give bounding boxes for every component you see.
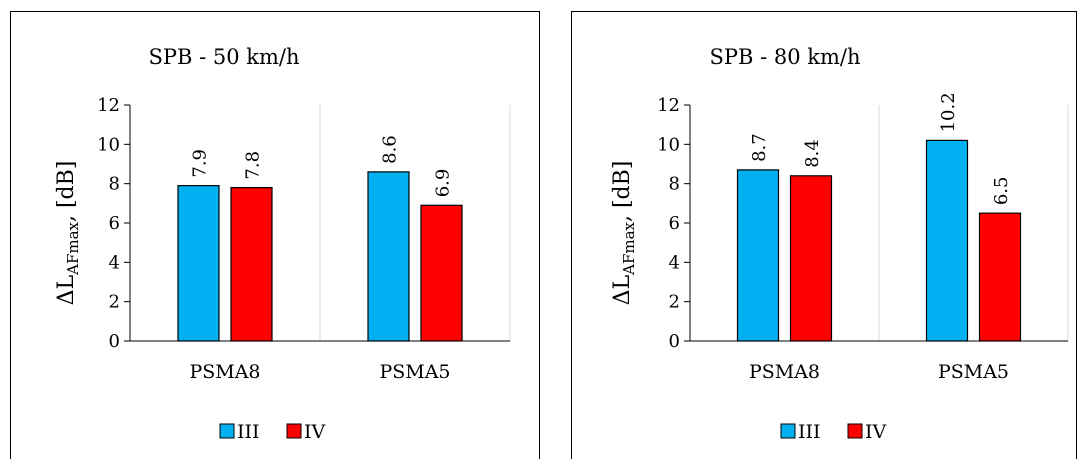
- x-category-label: PSMA5: [938, 361, 1009, 383]
- bar-iv-psma8: [789, 175, 833, 342]
- legend-label-iii: III: [798, 421, 821, 443]
- chart-title: SPB - 80 km/h: [709, 45, 860, 69]
- legend-label-iv: IV: [865, 421, 887, 443]
- y-axis-label-main: ΔL: [54, 275, 79, 306]
- x-category-label: PSMA8: [189, 361, 260, 383]
- y-tick-label: 2: [109, 292, 120, 313]
- y-tick-label: 10: [657, 134, 680, 155]
- svg-text:ΔLAFmax, [dB]: ΔLAFmax, [dB]: [54, 161, 82, 306]
- legend-swatch-iii: [219, 423, 235, 439]
- y-tick-label: 0: [669, 331, 680, 352]
- y-axis-label-tail: , [dB]: [54, 161, 79, 222]
- legend-swatch-iii: [780, 423, 796, 439]
- y-tick-label: 10: [97, 134, 120, 155]
- y-tick-label: 8: [669, 174, 680, 195]
- y-tick-label: 4: [109, 252, 120, 273]
- bar-iii-psma8: [177, 185, 220, 342]
- legend-label-iv: IV: [304, 421, 326, 443]
- legend-label-iii: III: [237, 421, 260, 443]
- y-tick-label: 4: [669, 252, 680, 273]
- legend: III IV: [780, 421, 887, 443]
- chart-80kmh: SPB - 80 km/h ΔLAFmax, [dB] 0 2 4 6 8 10 12 8.7…: [610, 45, 1069, 443]
- bar-iii-psma8: [736, 169, 780, 342]
- bar-iii-psma5: [367, 171, 410, 342]
- data-label: 7.8: [243, 151, 264, 180]
- data-label: 7.9: [190, 149, 211, 178]
- legend: III IV: [219, 421, 326, 443]
- data-label: 6.9: [433, 169, 454, 198]
- y-tick-label: 2: [669, 292, 680, 313]
- x-category-label: PSMA8: [749, 361, 820, 383]
- y-axis-label: ΔLAFmax, [dB]: [610, 161, 638, 306]
- chart-50kmh: SPB - 50 km/h ΔLAFmax, [dB] 0 2 4 6 8 10 12 7.9…: [54, 45, 511, 443]
- y-tick-label: 6: [669, 213, 680, 234]
- y-axis-label-tail: , [dB]: [610, 161, 635, 222]
- y-tick-label: 6: [109, 213, 120, 234]
- y-axis-label-sub: AFmax: [620, 221, 638, 275]
- bar-iv-psma8: [230, 187, 273, 342]
- data-label: 8.6: [380, 135, 401, 164]
- data-label: 8.4: [802, 139, 823, 168]
- chart-title: SPB - 50 km/h: [148, 45, 299, 69]
- x-category-label: PSMA5: [379, 361, 450, 383]
- legend-swatch-iv: [286, 423, 302, 439]
- data-label: 8.7: [749, 133, 770, 162]
- svg-text:ΔLAFmax, [dB]: ΔLAFmax, [dB]: [610, 161, 638, 306]
- y-tick-label: 12: [97, 95, 120, 116]
- chart-panel-80kmh: SPB - 80 km/h ΔLAFmax, [dB] 0 2 4 6 8 10 12 8.7…: [571, 11, 1077, 459]
- y-tick-label: 8: [109, 174, 120, 195]
- bar-iv-psma5: [978, 212, 1022, 342]
- y-axis-label: ΔLAFmax, [dB]: [54, 161, 82, 306]
- bar-iii-psma5: [925, 139, 969, 342]
- data-label: 6.5: [991, 177, 1012, 206]
- y-tick-label: 12: [657, 95, 680, 116]
- data-label: 10.2: [938, 92, 959, 132]
- y-axis-label-sub: AFmax: [64, 221, 82, 275]
- y-axis-label-main: ΔL: [610, 275, 635, 306]
- plot-area: 0 2 4 6 8 10 12 8.7 8.4 PSMA8 10.2 6.5 PSMA5: [657, 92, 1069, 383]
- bar-iv-psma5: [420, 204, 463, 342]
- y-tick-label: 0: [109, 331, 120, 352]
- legend-swatch-iv: [847, 423, 863, 439]
- chart-panel-50kmh: SPB - 50 km/h ΔLAFmax, [dB] 0 2 4 6 8 10 12 7.9…: [10, 11, 540, 459]
- plot-area: 0 2 4 6 8 10 12 7.9 7.8 PSMA8 8.6 6.9 PSMA5: [97, 95, 511, 383]
